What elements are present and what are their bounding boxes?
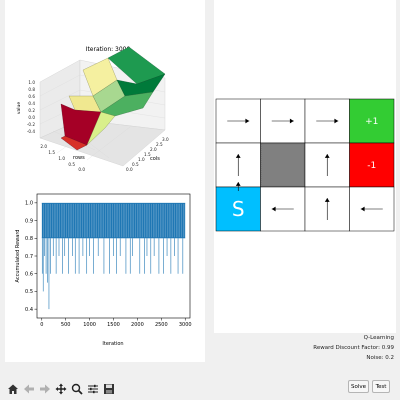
grid-cell-empty[interactable] [260, 98, 306, 144]
grid-cell-fill [349, 98, 395, 144]
reward-chart-xlabel: Iteration [102, 341, 123, 347]
reward-band [41, 202, 186, 239]
z-tick: 0.6 [28, 94, 35, 99]
reward-y-tick-label: 0.7 [25, 254, 33, 260]
y-tick: 2.0 [40, 144, 47, 149]
reward-x-tick-label: 1000 [83, 322, 96, 328]
grid-cell-label: +1 [365, 117, 378, 127]
x-tick: 2.5 [156, 142, 163, 147]
grid-cell-empty[interactable] [304, 186, 350, 232]
grid-cell-empty[interactable] [215, 98, 261, 144]
x-tick: 2.0 [150, 147, 157, 152]
z-tick: -0.4 [27, 129, 36, 134]
reward-y-tick-label: 0.9 [25, 218, 33, 224]
discount-label: Reward Discount Factor: 0.99 [313, 345, 394, 351]
policy-arrow-head [271, 206, 276, 212]
plots-panel: Iteration: 3000 1.0 [5, 0, 205, 362]
y-tick: 1.5 [48, 150, 55, 155]
z-tick: 1.0 [28, 80, 35, 85]
reward-x-tick-label: 500 [61, 322, 71, 328]
grid-cell-start[interactable]: S [215, 182, 261, 232]
reward-chart: 0 500 1000 1500 2000 2500 3000 0.4 0.5 0.6 0.7 0.8 0… [15, 193, 192, 347]
noise-label: Noise: 0.2 [366, 355, 394, 361]
home-icon[interactable] [6, 382, 20, 396]
gridworld-canvas: +1 -1 S [215, 98, 395, 232]
surface-xlabel: cols [150, 156, 160, 162]
solve-button[interactable]: Solve [348, 380, 369, 393]
y-tick: 0.5 [68, 162, 75, 167]
policy-arrow-head [235, 182, 241, 186]
grid-cell-wall[interactable] [260, 142, 306, 188]
z-tick: 0.8 [28, 87, 35, 92]
x-tick: 0.5 [132, 162, 139, 167]
surface-zlabel: value [16, 102, 22, 115]
gridworld-panel: +1 -1 S [214, 0, 396, 333]
x-tick: 3.0 [162, 137, 169, 142]
pan-icon[interactable] [54, 382, 68, 396]
back-arrow-icon[interactable] [22, 382, 36, 396]
x-tick: 1.0 [138, 157, 145, 162]
grid-cell-empty[interactable] [215, 142, 261, 188]
wall-hatch [261, 143, 305, 187]
reward-y-tick-label: 0.5 [25, 289, 33, 295]
test-button[interactable]: Test [372, 380, 390, 393]
y-tick: 1.0 [58, 156, 65, 161]
reward-y-tick-label: 0.6 [25, 272, 33, 278]
grid-cell-pit[interactable]: -1 [349, 142, 395, 188]
reward-x-tick-label: 2500 [155, 322, 168, 328]
reward-series [41, 202, 186, 310]
y-tick: 0.0 [78, 167, 85, 172]
gridworld-grid: +1 -1 S [215, 98, 395, 232]
grid-cell-fill [215, 186, 261, 232]
reward-y-tick-label: 1.0 [25, 201, 33, 207]
reward-x-tick-label: 0 [40, 322, 43, 328]
x-tick: 0.0 [126, 167, 133, 172]
policy-arrow-head [235, 154, 241, 158]
grid-cell-empty[interactable] [260, 186, 306, 232]
configure-icon[interactable] [86, 382, 100, 396]
algorithm-label: Q-Learning [363, 335, 394, 341]
zoom-icon[interactable] [70, 382, 84, 396]
z-tick: 0.2 [28, 108, 35, 113]
grid-cell-label: -1 [367, 161, 376, 171]
grid-cell-empty[interactable] [349, 186, 395, 232]
surface-facet-red-2 [60, 135, 88, 151]
grid-cell-goal[interactable]: +1 [349, 98, 395, 144]
reward-ticks: 0 500 1000 1500 2000 2500 3000 0.4 0.5 0.6 0.7 0.8 0… [25, 201, 192, 328]
value-surface-plot: Iteration: 3000 1.0 [16, 46, 169, 172]
policy-arrow-head [360, 206, 365, 212]
grid-cell-label: S [232, 197, 245, 221]
surface-ylabel: rows [73, 155, 85, 161]
grid-cell-fill [349, 142, 395, 188]
z-tick: -0.2 [27, 122, 36, 127]
forward-arrow-icon[interactable] [38, 382, 52, 396]
policy-arrow-head [334, 118, 339, 124]
surface-facet-green-2 [116, 73, 166, 97]
policy-arrow-head [324, 154, 330, 158]
surface-title: Iteration: 3000 [86, 46, 131, 53]
save-icon[interactable] [102, 382, 116, 396]
policy-arrow-head [245, 118, 250, 124]
grid-cell-fill [260, 142, 306, 188]
reward-x-tick-label: 1500 [107, 322, 120, 328]
plot-toolbar [6, 382, 116, 396]
reward-x-tick-label: 3000 [179, 322, 192, 328]
policy-arrow-head [289, 118, 294, 124]
z-tick: 0.4 [28, 101, 35, 106]
z-tick: 0.0 [28, 115, 35, 120]
policy-arrow-head [324, 198, 330, 202]
grid-cell-empty[interactable] [304, 142, 350, 188]
reward-x-tick-label: 2000 [131, 322, 144, 328]
reward-y-tick-label: 0.8 [25, 236, 33, 242]
grid-cell-empty[interactable] [304, 98, 350, 144]
surface-facet-lime [86, 111, 116, 146]
x-tick: 1.5 [144, 152, 151, 157]
reward-chart-ylabel: Accumulated Reward [15, 230, 21, 283]
reward-y-tick-label: 0.4 [25, 307, 33, 313]
plots-canvas: Iteration: 3000 1.0 [15, 46, 192, 347]
